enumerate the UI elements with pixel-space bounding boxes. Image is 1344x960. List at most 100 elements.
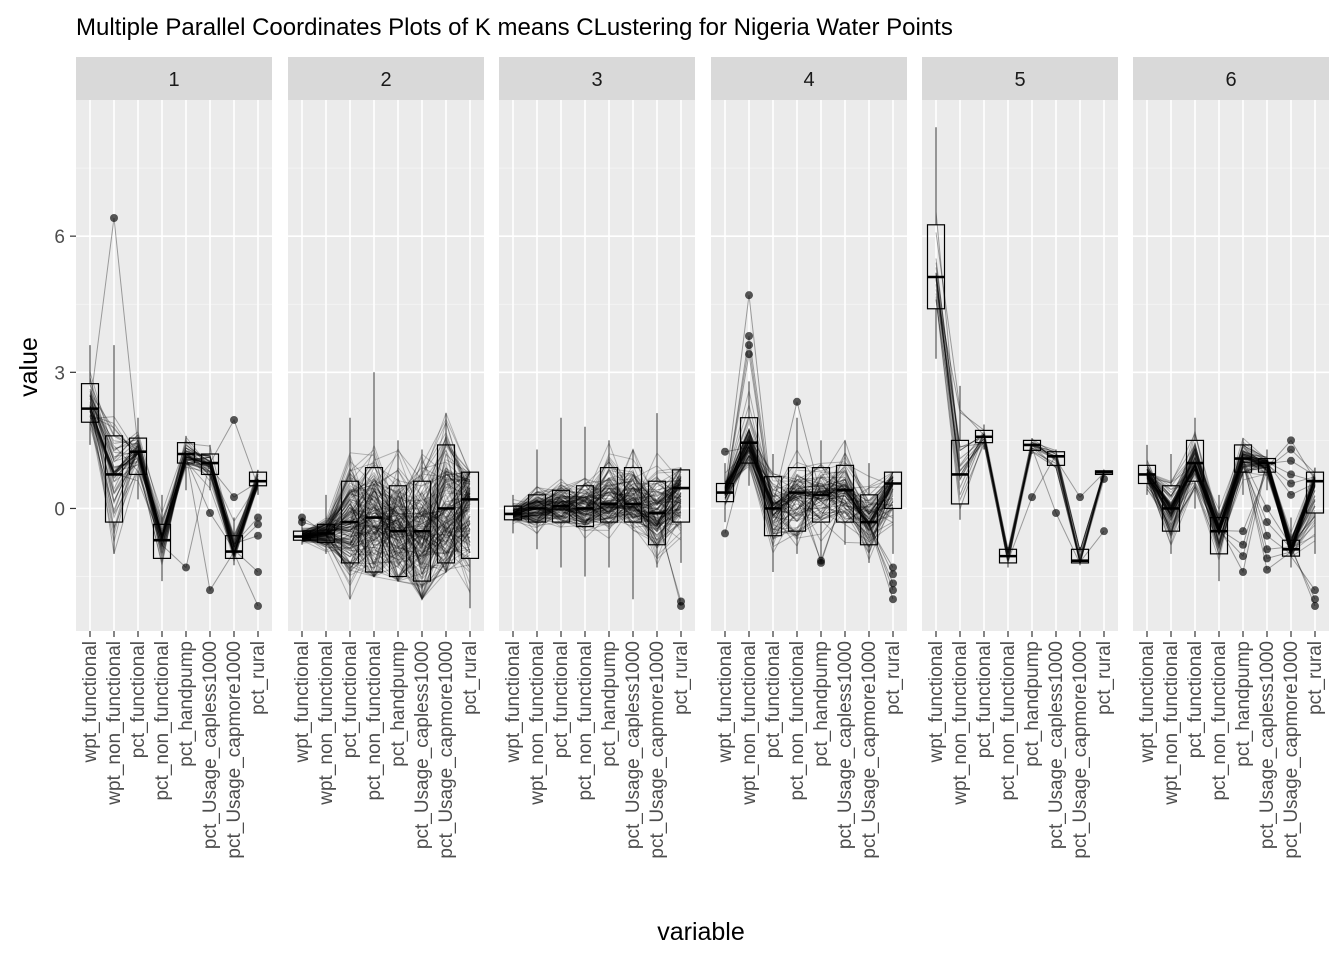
box-iqr [835,464,855,523]
parallel-line [301,466,471,537]
box-iqr [80,383,100,423]
boxplot [527,449,547,550]
parallel-line [301,435,471,532]
box-iqr [364,467,384,573]
parallel-line [301,516,471,580]
parallel-line [301,497,471,565]
outlier-point [1239,540,1247,549]
facet-strip [76,57,272,100]
parallel-line [512,477,682,535]
parallel-line [301,419,471,535]
parallel-line [1146,452,1316,552]
parallel-line [301,489,471,582]
parallel-line [512,485,682,528]
parallel-line [89,408,259,541]
x-tick-label: pct_functional [974,641,995,758]
outlier-line [935,276,1105,564]
outlier-line [935,278,1105,566]
parallel-line [724,440,894,523]
box-iqr [1185,439,1205,482]
boxplot [340,417,360,600]
parallel-line [301,524,471,587]
x-tick-label: pct_non_functional [575,641,596,801]
facet-strip-label: 2 [380,69,391,91]
box-iqr [128,437,148,476]
outlier-line [935,279,1105,563]
parallel-line [724,438,894,516]
parallel-line [512,500,682,526]
parallel-line [512,456,682,520]
outlier-points [721,291,897,604]
boxplot [200,444,220,491]
box-iqr [104,435,124,523]
outlier-line [89,406,259,548]
parallel-line [512,501,682,516]
parallel-line [512,483,682,516]
boxplot [1161,454,1181,554]
box-iqr [883,471,903,510]
parallel-line [512,507,682,536]
facet-panel-4: 4 wpt_functional wpt_non_functional pct_fun… [711,57,907,859]
boxplot [292,517,312,545]
parallel-line [301,495,471,565]
y-axis-title: value [15,337,43,397]
parallel-line [301,487,471,566]
parallel-lines [935,211,1105,566]
outlier-line [935,273,1105,564]
parallel-line [301,518,471,601]
parallel-lines [724,295,894,600]
parallel-line [301,514,471,569]
parallel-line [724,445,894,498]
x-tick-label: pct_Usage_capless1000 [1046,641,1067,849]
parallel-line [301,487,471,558]
outlier-point [1263,545,1271,554]
outlier-line [1146,457,1316,533]
outlier-point [745,341,753,350]
parallel-line [301,471,471,538]
x-tick-label: pct_rural [1094,641,1115,715]
parallel-line [301,492,471,602]
x-tick-label: pct_non_functional [998,641,1019,801]
outlier-line [724,438,894,534]
x-tick-label: wpt_functional [926,641,947,763]
x-tick-label: pct_handpump [176,641,197,767]
parallel-line [1146,455,1316,545]
x-tick-label: pct_functional [551,641,572,758]
facet-strip-label: 3 [591,69,602,91]
parallel-line [512,499,682,560]
outlier-point [1263,531,1271,540]
outlier-line [1146,462,1316,555]
outlier-point [1239,527,1247,536]
panel-background [1133,100,1329,631]
boxplot [503,494,523,534]
outlier-point [1239,552,1247,561]
outlier-point [1287,470,1295,479]
parallel-line [301,480,471,575]
parallel-line [512,496,682,525]
parallel-line [301,505,471,585]
boxplot [974,424,994,450]
parallel-line [512,467,682,517]
parallel-line [512,491,682,524]
box-iqr [787,467,807,532]
parallel-line [301,460,471,556]
parallel-line [512,498,682,547]
box-iqr [1209,516,1229,555]
facet-strip [1133,57,1329,100]
boxplot [787,417,807,554]
parallel-line [1146,444,1316,540]
outlier-line [724,401,894,526]
parallel-line [1146,448,1316,547]
parallel-line [512,483,682,516]
parallel-line [301,453,471,540]
parallel-line [301,434,471,538]
outlier-point [182,563,190,572]
parallel-line [301,493,471,566]
parallel-line [1146,457,1316,556]
parallel-line [301,506,471,579]
boxplot [715,463,735,523]
parallel-line [724,430,894,548]
parallel-line [724,449,894,526]
parallel-line [302,522,471,547]
boxplot [739,381,759,486]
